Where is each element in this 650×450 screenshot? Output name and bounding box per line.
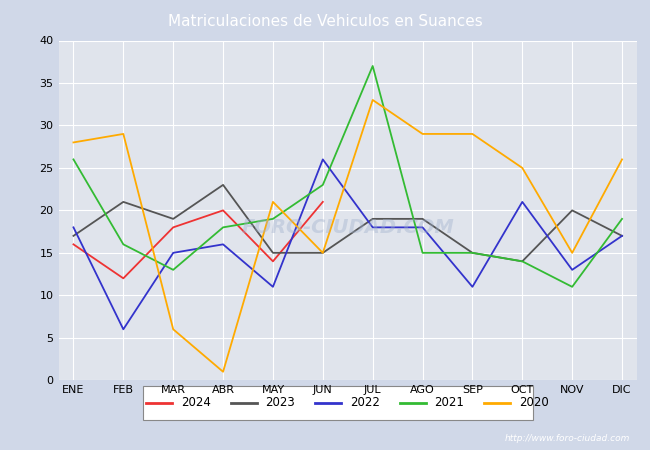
Text: Matriculaciones de Vehiculos en Suances: Matriculaciones de Vehiculos en Suances — [168, 14, 482, 28]
Text: 2020: 2020 — [519, 396, 549, 409]
Text: 2021: 2021 — [434, 396, 464, 409]
Text: 2023: 2023 — [265, 396, 295, 409]
Text: 2022: 2022 — [350, 396, 380, 409]
Text: FORO-CIUDAD.COM: FORO-CIUDAD.COM — [241, 218, 454, 237]
FancyBboxPatch shape — [143, 386, 533, 420]
Text: 2024: 2024 — [181, 396, 211, 409]
Text: http://www.foro-ciudad.com: http://www.foro-ciudad.com — [505, 434, 630, 443]
